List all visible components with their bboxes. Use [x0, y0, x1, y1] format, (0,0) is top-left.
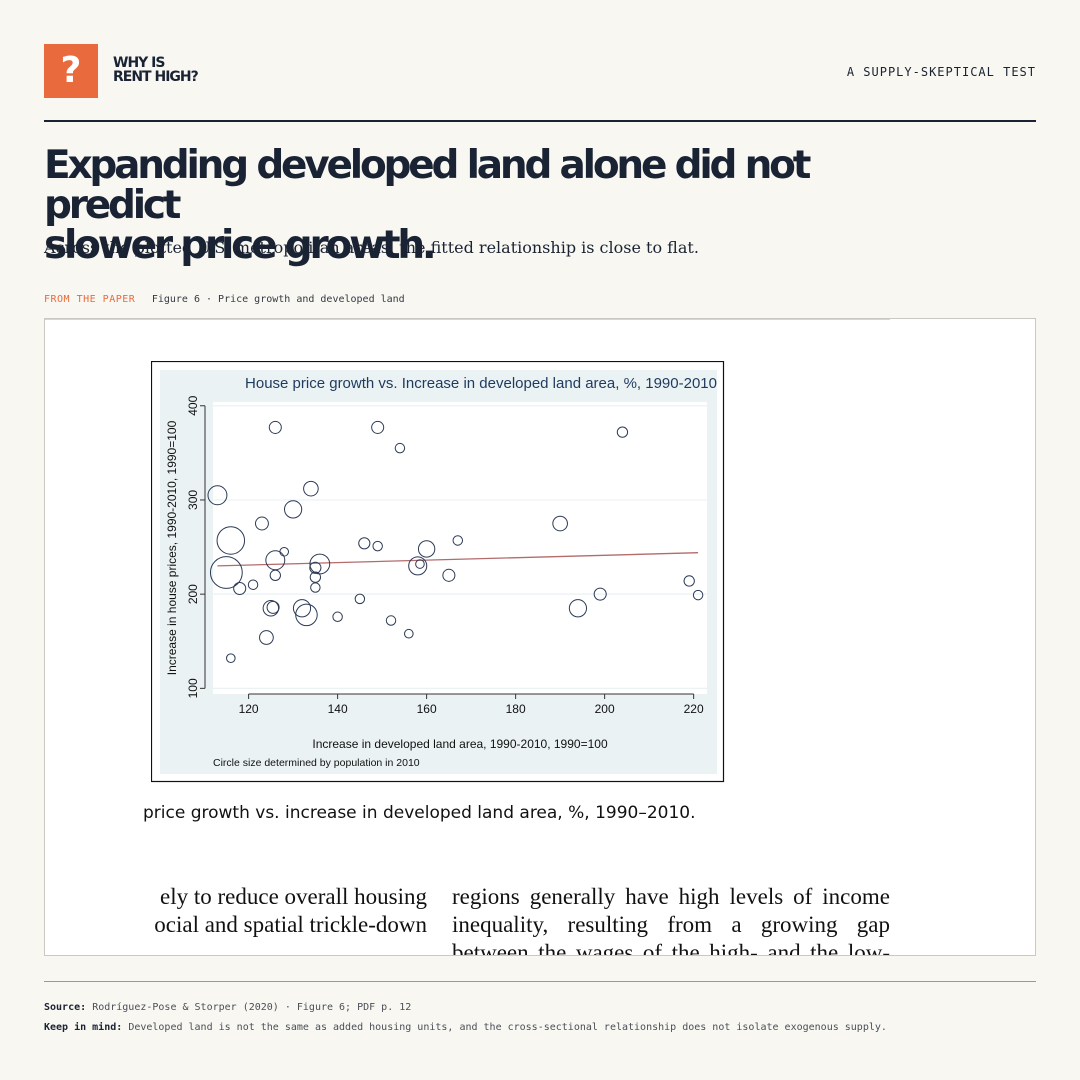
source-line: Source: Rodríguez-Pose & Storper (2020) …	[44, 1002, 411, 1013]
y-tick-label: 100	[186, 678, 200, 698]
data-point	[216, 526, 246, 555]
caveat-text: Developed land is not the same as added …	[128, 1022, 887, 1033]
x-tick-label: 200	[595, 702, 615, 716]
data-point	[404, 628, 414, 639]
brand-line-1: WHY IS	[113, 55, 165, 71]
data-point	[442, 568, 456, 582]
data-point	[279, 546, 290, 557]
data-point	[394, 442, 406, 454]
source-text: Rodríguez-Pose & Storper (2020) · Figure…	[92, 1002, 412, 1013]
data-point	[295, 603, 318, 627]
top-divider	[44, 120, 1036, 122]
x-tick-label: 120	[239, 702, 259, 716]
data-point	[593, 587, 607, 601]
headline-line-2: slower price growth.	[44, 223, 437, 268]
data-point	[226, 653, 236, 664]
y-tick-label: 200	[186, 584, 200, 604]
figure-description: Figure 6 · Price growth and developed la…	[151, 294, 405, 305]
chart-note: Circle size determined by population in …	[213, 757, 420, 769]
data-point	[415, 559, 425, 569]
data-point	[332, 611, 343, 622]
caveat-line: Keep in mind: Developed land is not the …	[44, 1022, 887, 1033]
scatter-chart: House price growth vs. Increase in devel…	[151, 361, 725, 783]
data-point	[284, 500, 303, 519]
data-point	[309, 553, 331, 575]
brand-line-2: RENT HIGH?	[113, 69, 199, 85]
subheadline: Across the plotted U.S. metropolitan are…	[44, 238, 699, 257]
data-point	[358, 537, 371, 550]
data-point	[408, 556, 428, 576]
data-point	[692, 589, 704, 601]
data-point	[269, 569, 281, 581]
paper-line: ocial and spatial trickle-down	[154, 912, 427, 937]
data-point	[209, 556, 243, 589]
figure-caption: price growth vs. increase in developed l…	[143, 803, 696, 823]
figure-source-tag: FROM THE PAPER	[44, 294, 136, 305]
paper-text-right-column: regions generally have high levels of in…	[452, 883, 890, 956]
logo-question-icon: ?	[60, 50, 82, 91]
x-tick-label: 180	[506, 702, 526, 716]
data-point	[259, 630, 274, 645]
x-tick-label: 160	[417, 702, 437, 716]
y-axis-label: Increase in house prices, 1990-2010, 199…	[165, 420, 179, 675]
data-point	[452, 535, 464, 546]
data-point	[372, 540, 383, 552]
y-tick-label: 300	[186, 490, 200, 510]
data-point	[354, 593, 366, 605]
logo: ?	[44, 44, 98, 98]
axes: 100 200 300 400 120 140 160 180 200 220	[186, 395, 704, 716]
data-point	[552, 515, 568, 532]
data-point	[568, 599, 588, 618]
data-point	[303, 480, 319, 497]
fitted-line	[217, 552, 699, 567]
paper-line: inequality, resulting from a growing gap	[452, 912, 890, 937]
data-point	[247, 579, 259, 590]
data-point	[255, 516, 269, 531]
headline-line-1: Expanding developed land alone did not p…	[44, 143, 811, 228]
data-point	[268, 420, 282, 434]
page-edge-line	[45, 319, 890, 320]
tagline: A SUPPLY-SKEPTICAL TEST	[846, 65, 1036, 79]
x-tick-label: 220	[684, 702, 704, 716]
paper-line: between the wages of the high- and the l…	[452, 940, 890, 956]
bottom-divider	[44, 981, 1036, 982]
chart-title: House price growth vs. Increase in devel…	[245, 375, 717, 392]
plot-area	[213, 402, 707, 694]
figure-label: FROM THE PAPER Figure 6 · Price growth a…	[44, 294, 405, 305]
data-point	[207, 485, 228, 506]
data-point	[616, 426, 629, 438]
data-point	[310, 582, 321, 593]
x-axis-label: Increase in developed land area, 1990-20…	[312, 737, 608, 751]
data-point	[233, 581, 247, 596]
x-tick-label: 140	[328, 702, 348, 716]
paper-line: regions generally have high levels of in…	[452, 884, 890, 909]
paper-text-left-column: ely to reduce overall housing ocial and …	[137, 883, 427, 939]
data-point	[266, 600, 280, 614]
data-points	[207, 420, 704, 664]
figure-excerpt: House price growth vs. Increase in devel…	[44, 318, 1036, 956]
data-point	[683, 575, 695, 587]
data-point	[292, 599, 312, 618]
data-point	[371, 420, 385, 434]
data-point	[417, 540, 436, 558]
headline: Expanding developed land alone did not p…	[44, 146, 944, 266]
caveat-label: Keep in mind:	[44, 1022, 123, 1033]
y-tick-label: 400	[186, 395, 200, 415]
brand-name: WHY IS RENT HIGH?	[113, 55, 199, 85]
source-label: Source:	[44, 1002, 87, 1013]
grid-lines	[213, 405, 707, 689]
data-point	[385, 615, 397, 626]
paper-line: ely to reduce overall housing	[160, 884, 427, 909]
